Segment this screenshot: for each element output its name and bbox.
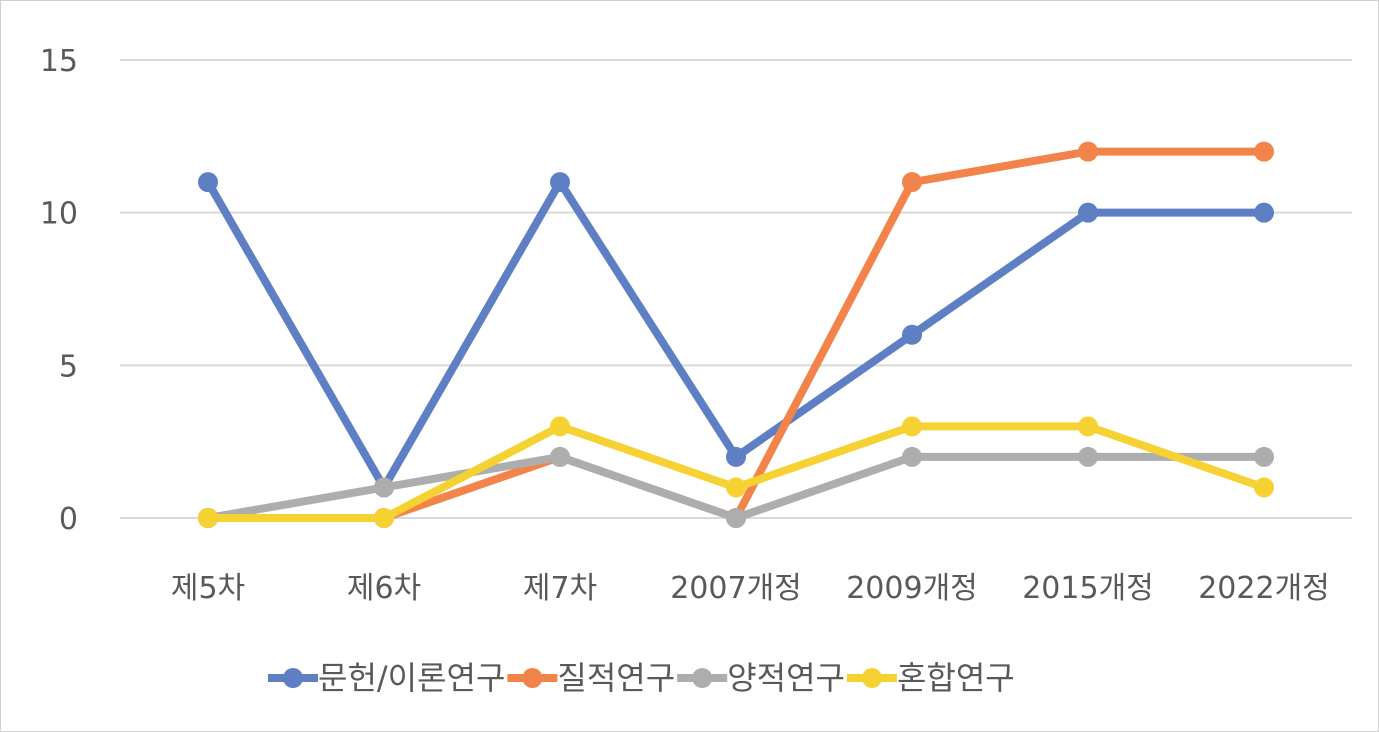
- y-tick-label: 0: [59, 502, 78, 537]
- data-point: [1078, 202, 1098, 223]
- data-point: [726, 508, 746, 528]
- legend-label: 문헌/이론연구: [318, 659, 505, 697]
- legend-label: 질적연구: [557, 659, 675, 697]
- data-point: [550, 416, 570, 437]
- data-point: [550, 172, 570, 193]
- data-point: [902, 446, 922, 467]
- data-point: [1078, 141, 1098, 162]
- x-tick-label: 2009개정: [846, 571, 978, 606]
- data-point: [726, 477, 746, 498]
- x-tick-label: 2015개정: [1022, 571, 1154, 606]
- data-point: [1078, 446, 1098, 467]
- data-point: [374, 477, 394, 498]
- legend-marker: [861, 668, 882, 688]
- data-point: [1254, 141, 1274, 162]
- x-tick-label: 2007개정: [670, 571, 802, 606]
- legend-marker: [522, 668, 543, 688]
- x-tick-label: 제6차: [347, 571, 421, 606]
- data-point: [902, 172, 922, 193]
- data-point: [1254, 202, 1274, 223]
- legend-label: 혼합연구: [897, 659, 1015, 697]
- data-point: [1078, 416, 1098, 437]
- data-point: [1254, 477, 1274, 498]
- series-line: [204, 178, 1264, 492]
- data-point: [550, 446, 570, 467]
- x-tick-label: 2022개정: [1198, 571, 1330, 606]
- data-point: [1254, 446, 1274, 467]
- legend-marker: [283, 668, 303, 688]
- legend-label: 양적연구: [727, 659, 845, 697]
- y-tick-label: 5: [59, 349, 78, 384]
- data-point: [726, 446, 746, 467]
- series-line: [208, 422, 1266, 522]
- data-point: [198, 172, 218, 193]
- y-tick-label: 15: [40, 44, 78, 79]
- data-point: [198, 508, 218, 528]
- data-point: [902, 416, 922, 437]
- y-tick-label: 10: [40, 197, 78, 232]
- x-tick-label: 제5차: [171, 571, 245, 606]
- data-point: [902, 324, 922, 345]
- data-point: [374, 508, 394, 528]
- legend-marker: [692, 668, 713, 688]
- x-tick-label: 제7차: [523, 571, 597, 606]
